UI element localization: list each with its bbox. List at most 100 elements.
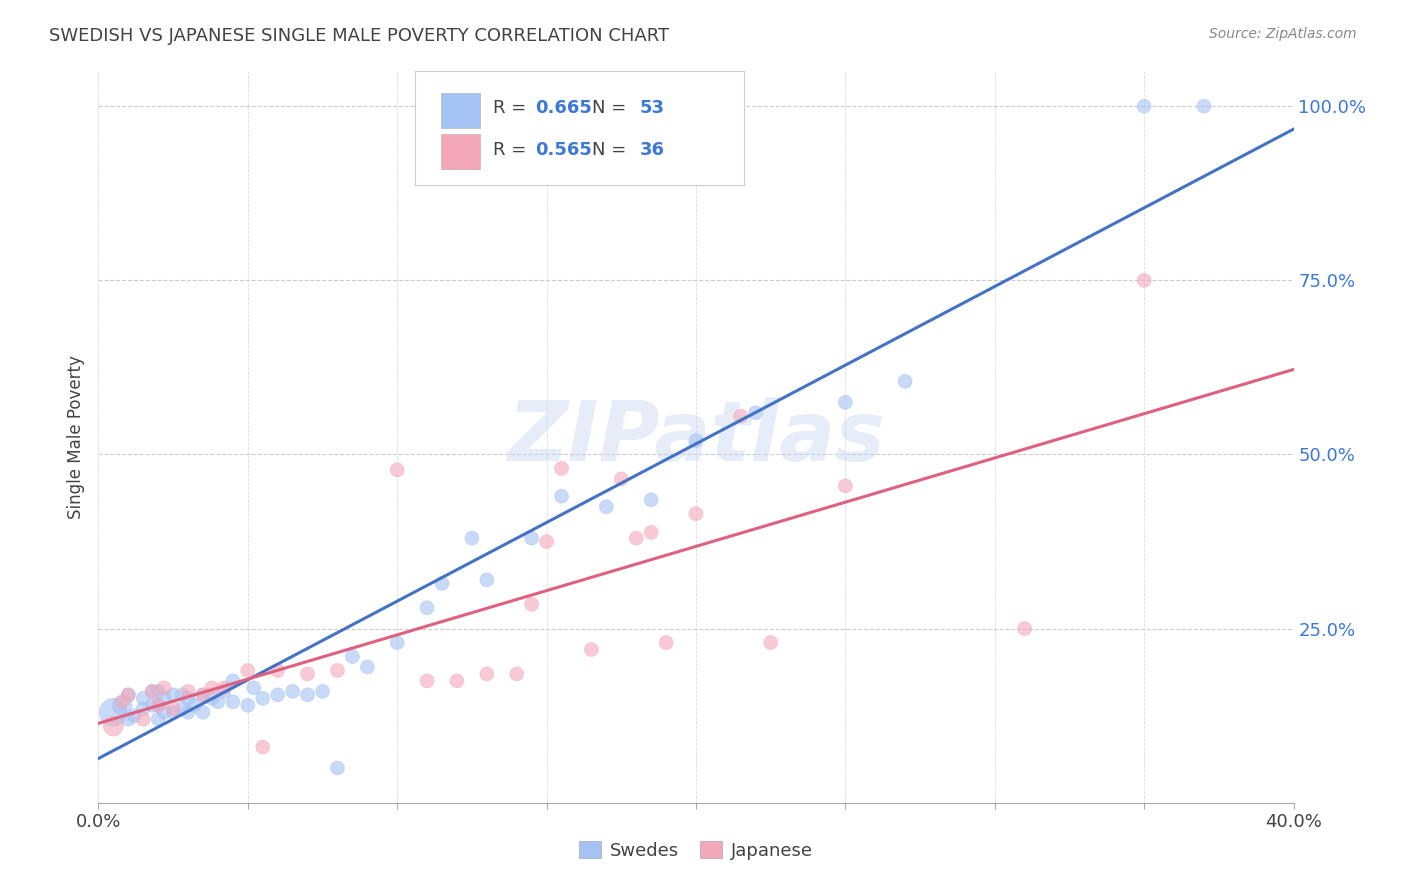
Point: [520, 597, 543, 611]
Point: [536, 534, 558, 549]
Point: [640, 525, 662, 540]
Point: [759, 635, 782, 649]
Text: Source: ZipAtlas.com: Source: ZipAtlas.com: [1209, 27, 1357, 41]
Point: [201, 691, 224, 706]
Point: [148, 684, 170, 698]
Point: [117, 712, 139, 726]
Point: [1133, 99, 1156, 113]
Point: [212, 681, 235, 695]
Point: [191, 688, 214, 702]
Point: [385, 635, 409, 649]
Point: [581, 642, 603, 657]
Point: [132, 691, 155, 706]
Point: [212, 684, 235, 698]
Point: [153, 691, 176, 706]
Point: [183, 698, 205, 713]
Text: 0.565: 0.565: [534, 141, 592, 159]
Point: [148, 712, 170, 726]
Point: [640, 492, 662, 507]
Point: [1014, 622, 1036, 636]
Text: 0.665: 0.665: [534, 99, 592, 117]
Point: [326, 664, 349, 678]
Point: [191, 688, 214, 702]
Point: [236, 698, 259, 713]
Point: [834, 395, 856, 409]
Point: [141, 684, 163, 698]
Point: [326, 761, 349, 775]
Legend: Swedes, Japanese: Swedes, Japanese: [572, 834, 820, 867]
Point: [117, 688, 139, 702]
Point: [385, 463, 409, 477]
Point: [685, 434, 707, 448]
Point: [595, 500, 617, 514]
Point: [626, 531, 648, 545]
Text: SWEDISH VS JAPANESE SINGLE MALE POVERTY CORRELATION CHART: SWEDISH VS JAPANESE SINGLE MALE POVERTY …: [49, 27, 669, 45]
Point: [222, 673, 245, 688]
Y-axis label: Single Male Poverty: Single Male Poverty: [66, 355, 84, 519]
Point: [148, 698, 170, 713]
Text: N =: N =: [592, 99, 631, 117]
Point: [1133, 273, 1156, 287]
Text: R =: R =: [494, 141, 531, 159]
Point: [201, 681, 224, 695]
Point: [191, 705, 214, 719]
Point: [475, 667, 498, 681]
Point: [356, 660, 378, 674]
Point: [461, 531, 484, 545]
Point: [655, 635, 678, 649]
Point: [103, 705, 125, 719]
Point: [141, 684, 163, 698]
Point: [610, 472, 633, 486]
Point: [236, 664, 259, 678]
Text: 53: 53: [640, 99, 665, 117]
Point: [506, 667, 529, 681]
Point: [207, 695, 229, 709]
Point: [153, 681, 176, 695]
Point: [111, 695, 134, 709]
Point: [148, 698, 170, 713]
Point: [446, 673, 468, 688]
Point: [475, 573, 498, 587]
Point: [550, 489, 572, 503]
Point: [132, 712, 155, 726]
Point: [177, 691, 200, 706]
Text: N =: N =: [592, 141, 631, 159]
Point: [894, 375, 917, 389]
Point: [117, 688, 139, 702]
Point: [132, 702, 155, 716]
Point: [297, 667, 319, 681]
Point: [172, 688, 194, 702]
Point: [416, 600, 439, 615]
Text: ZIPatlas: ZIPatlas: [508, 397, 884, 477]
Point: [267, 688, 290, 702]
Point: [222, 695, 245, 709]
Point: [124, 708, 146, 723]
Point: [243, 681, 266, 695]
Point: [177, 684, 200, 698]
FancyBboxPatch shape: [415, 71, 744, 185]
Text: R =: R =: [494, 99, 531, 117]
Point: [416, 673, 439, 688]
Point: [834, 479, 856, 493]
Point: [297, 688, 319, 702]
Point: [430, 576, 453, 591]
Point: [745, 406, 768, 420]
Point: [162, 705, 184, 719]
Point: [281, 684, 304, 698]
Point: [252, 740, 274, 755]
Point: [162, 688, 184, 702]
Point: [685, 507, 707, 521]
Point: [111, 698, 134, 713]
Point: [730, 409, 752, 424]
FancyBboxPatch shape: [441, 134, 479, 169]
Point: [162, 702, 184, 716]
Point: [252, 691, 274, 706]
Point: [520, 531, 543, 545]
Point: [172, 702, 194, 716]
Point: [1192, 99, 1215, 113]
Point: [342, 649, 364, 664]
Point: [177, 705, 200, 719]
Point: [153, 705, 176, 719]
Point: [103, 719, 125, 733]
Point: [311, 684, 333, 698]
